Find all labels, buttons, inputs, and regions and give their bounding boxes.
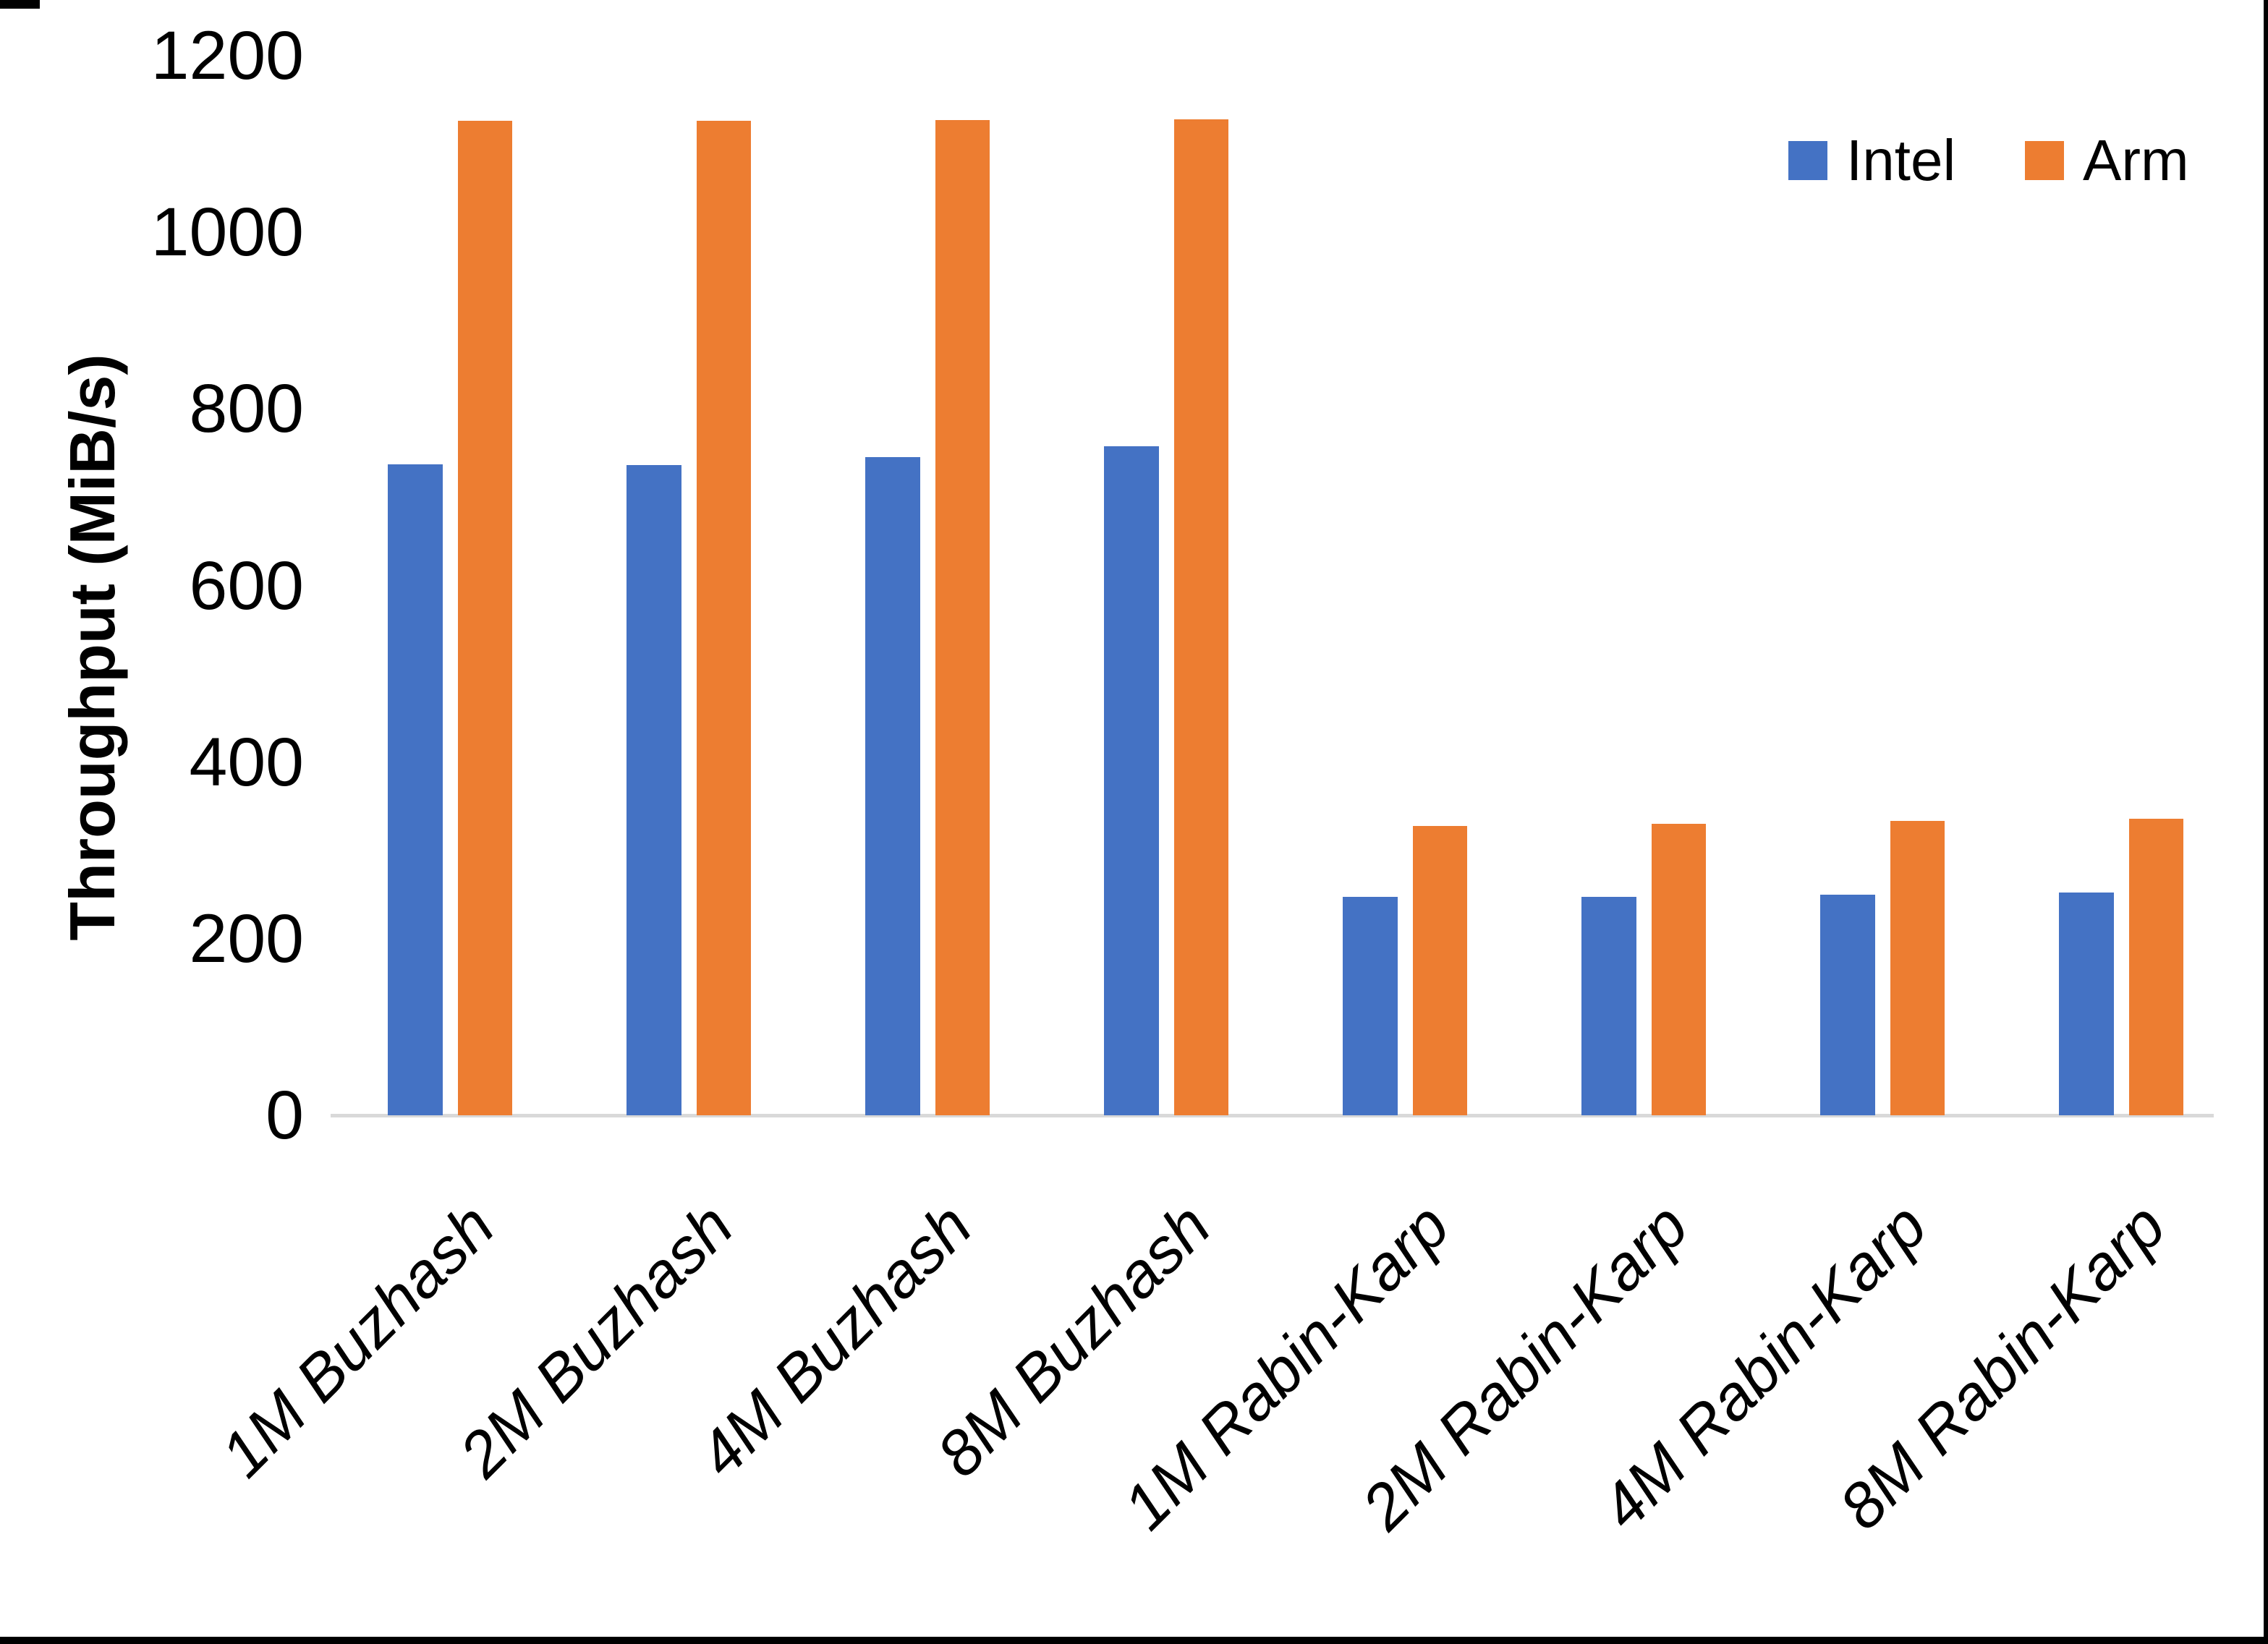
bar-intel-8 — [2059, 893, 2114, 1115]
bar-arm-8 — [2129, 819, 2183, 1115]
y-tick-label: 0 — [266, 1077, 304, 1154]
bar-arm-1 — [458, 121, 512, 1115]
bar-intel-4 — [1104, 446, 1159, 1115]
legend-label-intel: Intel — [1846, 128, 1956, 192]
bar-intel-5 — [1343, 897, 1398, 1115]
bar-arm-6 — [1652, 824, 1706, 1115]
legend-swatch-arm-icon — [2025, 141, 2064, 180]
y-tick-label: 1200 — [150, 17, 304, 94]
right-border — [2264, 0, 2268, 1644]
legend-label-arm: Arm — [2083, 128, 2189, 192]
x-axis-baseline — [331, 1114, 2214, 1117]
legend-item-intel: Intel — [1788, 132, 1955, 189]
bar-intel-6 — [1581, 897, 1636, 1115]
bar-intel-3 — [865, 457, 920, 1115]
y-tick-label: 600 — [189, 547, 304, 624]
bar-arm-7 — [1890, 821, 1945, 1115]
bar-intel-1 — [388, 464, 443, 1115]
y-tick-label: 1000 — [150, 194, 304, 271]
y-tick-label: 400 — [189, 723, 304, 801]
bar-intel-2 — [627, 465, 681, 1115]
bar-arm-3 — [935, 120, 990, 1115]
y-tick-label: 800 — [189, 370, 304, 448]
bar-arm-5 — [1413, 826, 1467, 1115]
bar-arm-2 — [697, 121, 751, 1115]
bar-intel-7 — [1820, 895, 1875, 1115]
legend-swatch-intel-icon — [1788, 141, 1827, 180]
y-tick-label: 200 — [189, 900, 304, 977]
bar-arm-4 — [1174, 119, 1228, 1115]
x-category-label: 1M Buzhash — [206, 1189, 508, 1491]
bottom-border — [0, 1637, 2268, 1644]
top-left-border-fragment — [0, 0, 40, 9]
legend-item-arm: Arm — [2025, 132, 2189, 189]
